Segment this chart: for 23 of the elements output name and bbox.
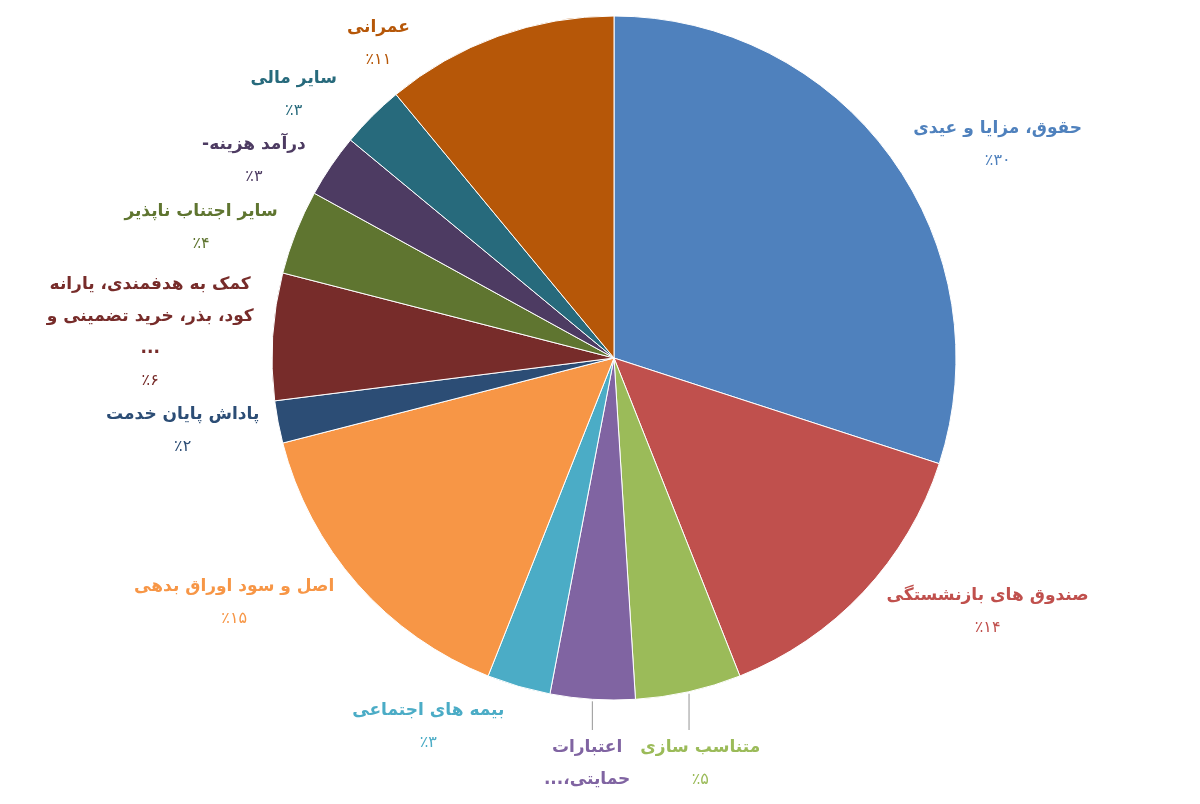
data-label: ٪۶ (141, 370, 159, 390)
slice-label: بیمه های اجتماعی (352, 698, 505, 719)
slice-label: سایر اجتناب ناپذیر (123, 199, 278, 221)
data-label: ٪۱۱ (365, 48, 392, 68)
data-label: ٪۳۰ (984, 150, 1011, 170)
slice-label: متناسب سازی (640, 735, 761, 756)
data-label: ٪۳ (245, 165, 263, 185)
slice-label: سایر مالی (250, 66, 337, 88)
slice-label: کمک به هدفمندی، یارانه کود، بذر، خرید تضمینی و ... (45, 273, 254, 358)
data-label: ٪۱۴ (974, 616, 1001, 636)
slice-label: صندوق های بازنشستگی (886, 583, 1089, 605)
slice-label: درآمد هزینه- (202, 131, 307, 154)
slice-label: عمرانی (346, 15, 410, 37)
data-label: ٪۳ (419, 731, 438, 751)
slice-label: اعتبارات حمایتی،... (543, 735, 631, 788)
slice-label: حقوق، مزایا و عیدی (913, 117, 1083, 139)
slice-label: اصل و سود اوراق بدهی (134, 574, 335, 596)
data-label: ٪۳ (285, 99, 303, 119)
data-label: ٪۴ (192, 232, 210, 252)
data-label: ٪۱۵ (221, 607, 248, 627)
data-label: ٪۵ (691, 768, 709, 788)
slice-label: پاداش پایان خدمت (106, 403, 260, 425)
data-label: ٪۲ (174, 436, 192, 456)
